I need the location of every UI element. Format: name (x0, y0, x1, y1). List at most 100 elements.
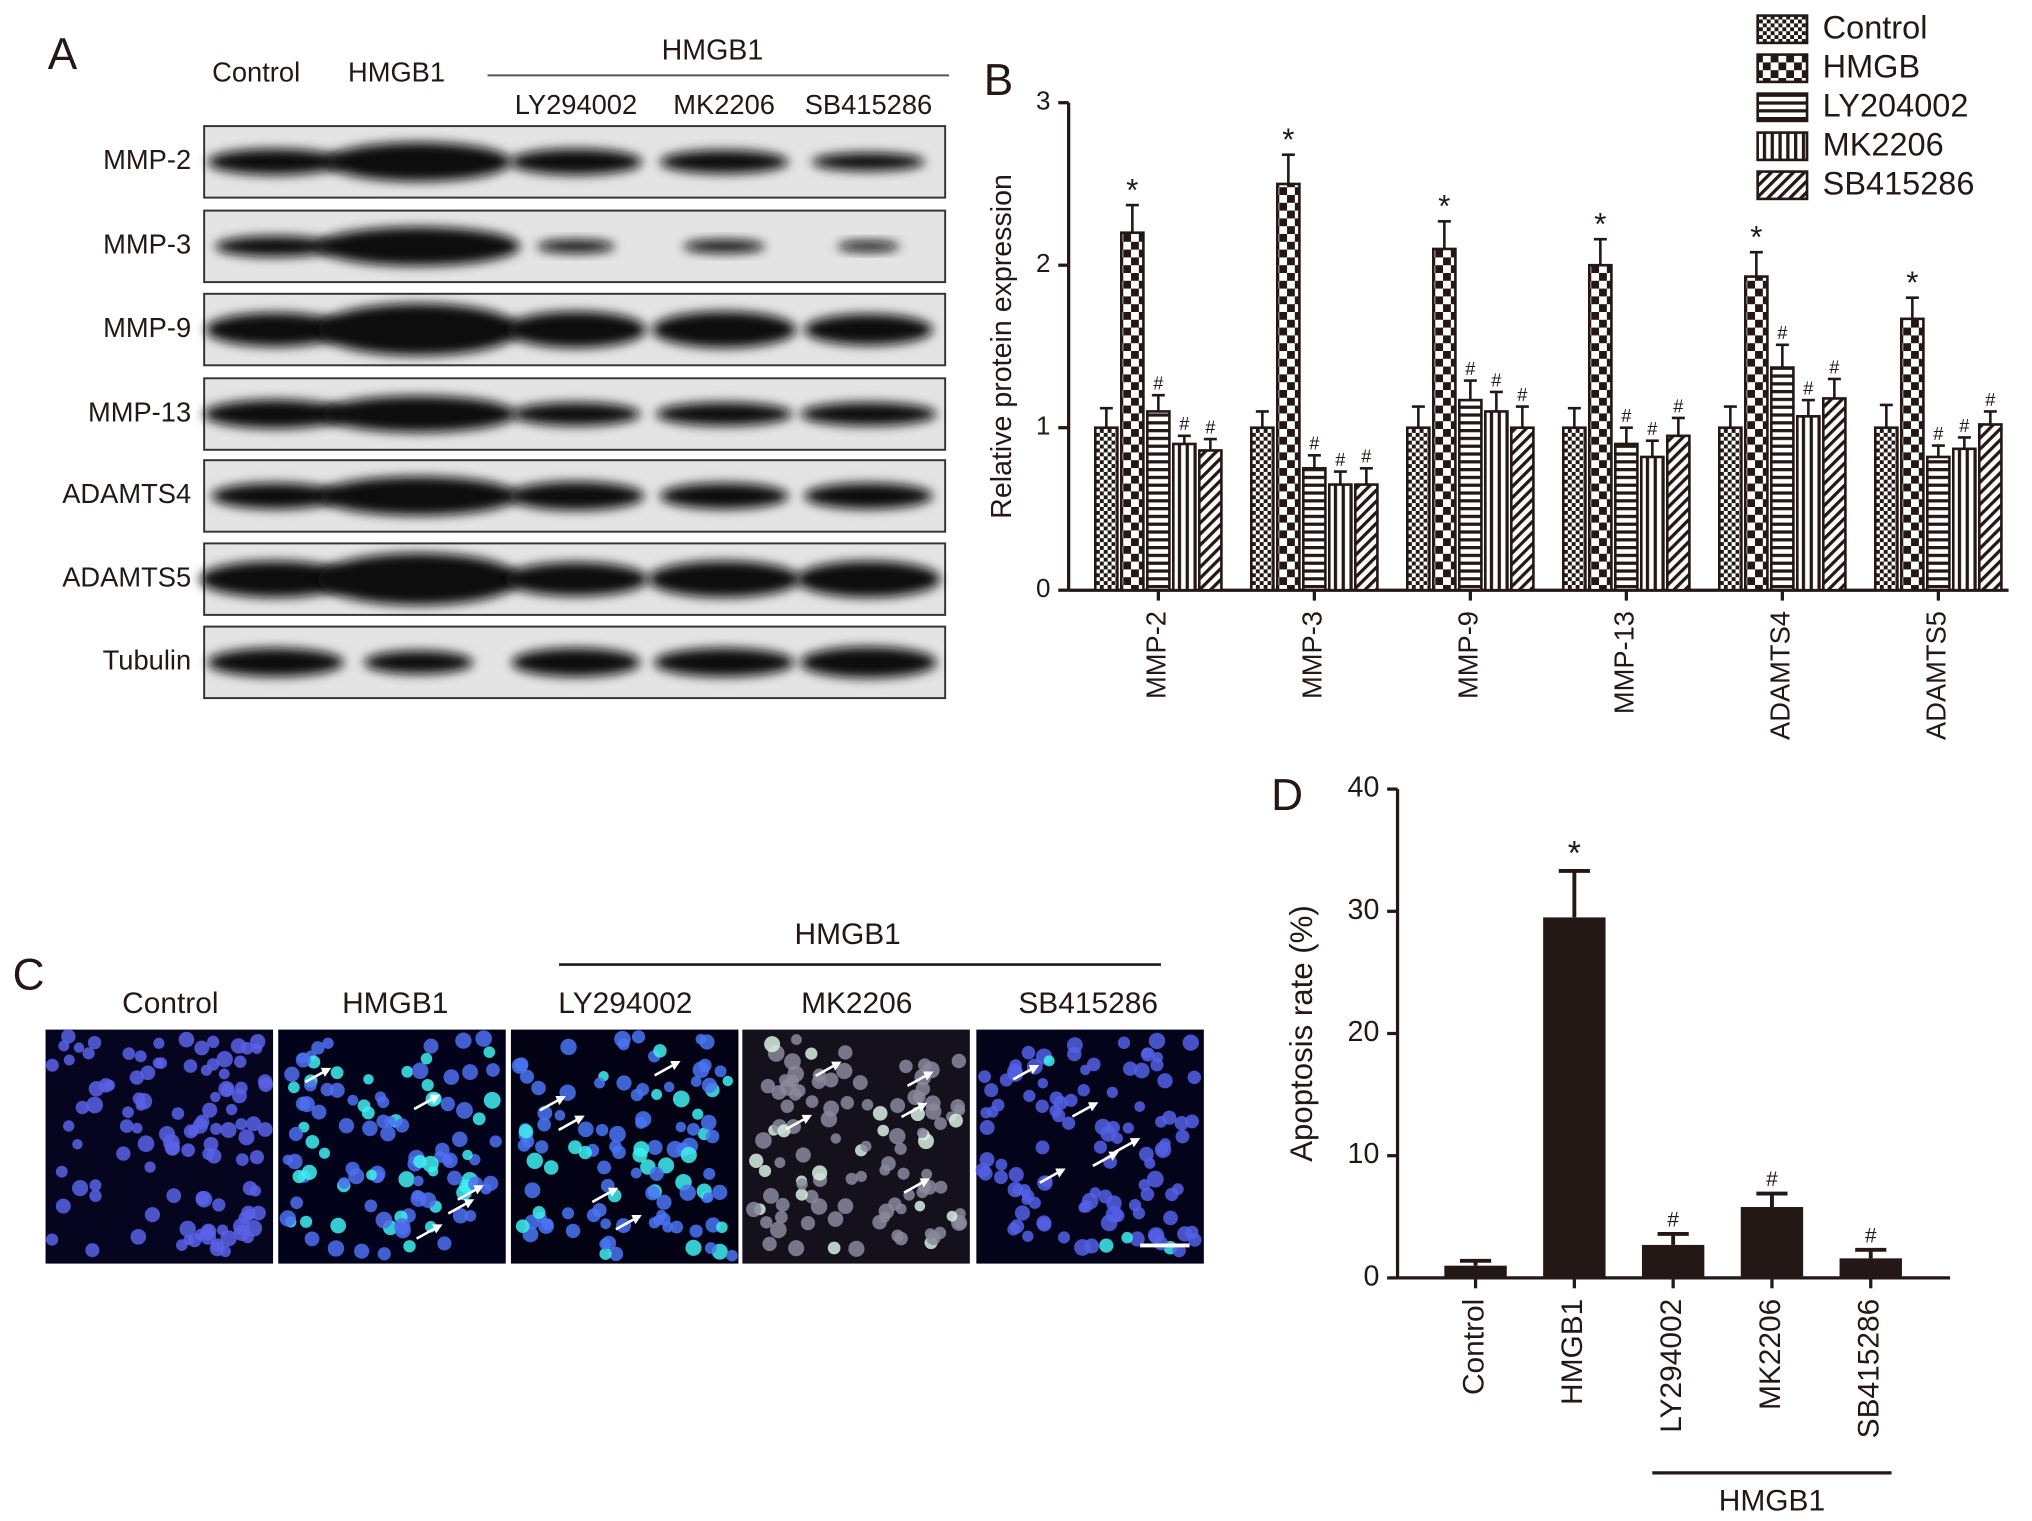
nucleus (515, 1219, 530, 1234)
nucleus (827, 1241, 841, 1255)
significance-label: # (1621, 406, 1632, 426)
nucleus (45, 1233, 59, 1246)
significance-label: # (1647, 419, 1658, 439)
blot-band (804, 313, 933, 346)
arrow-head (801, 1114, 813, 1125)
nucleus (560, 1038, 577, 1056)
nucleus (422, 1155, 439, 1173)
nucleus (218, 1068, 230, 1080)
nucleus (195, 1114, 210, 1130)
arrow-head (917, 1102, 928, 1112)
nucleus (763, 1188, 779, 1204)
nucleus (1175, 1129, 1190, 1144)
nucleus (1021, 1189, 1035, 1202)
nucleus (746, 1201, 762, 1218)
lane-label: SB415286 (805, 89, 933, 120)
y-tick-label: 10 (1348, 1138, 1380, 1170)
y-tick-label: 0 (1363, 1260, 1379, 1292)
nucleus (705, 1129, 720, 1144)
nucleus (1106, 1086, 1118, 1099)
nucleus (442, 1152, 458, 1169)
bar (1198, 449, 1223, 592)
nucleus (456, 1184, 472, 1201)
nucleus (475, 1030, 492, 1047)
row-label: MMP-2 (103, 144, 191, 175)
nucleus (526, 1152, 543, 1169)
nucleus (517, 1138, 531, 1152)
nucleus (377, 1247, 391, 1261)
blot-band (648, 560, 801, 598)
nucleus (543, 1160, 559, 1175)
nucleus (251, 1205, 266, 1221)
row-label: Tubulin (103, 645, 192, 676)
nucleus (837, 1198, 854, 1215)
nucleus (1121, 1231, 1133, 1244)
nucleus (249, 1184, 262, 1197)
image-label: LY294002 (558, 987, 692, 1020)
arrow-head (1055, 1168, 1066, 1178)
significance-label: * (1282, 122, 1294, 157)
nucleus (915, 1081, 931, 1097)
blot-band (511, 402, 641, 426)
nucleus (946, 1210, 958, 1222)
nucleus (703, 1192, 714, 1203)
significance-label: # (1517, 385, 1528, 405)
nucleus (795, 1147, 811, 1163)
nucleus (489, 1135, 502, 1148)
bar (1770, 366, 1795, 592)
nucleus (203, 1136, 219, 1152)
nucleus (823, 1072, 839, 1088)
nucleus (1140, 1187, 1155, 1202)
nucleus (338, 1177, 350, 1189)
row-label: MMP-9 (103, 312, 191, 343)
nucleus (421, 1078, 434, 1092)
bar (1978, 423, 2003, 592)
y-tick-label: 0 (1036, 573, 1050, 603)
arrow-head (574, 1115, 585, 1125)
nucleus (1185, 1114, 1200, 1129)
blot-band (203, 399, 348, 429)
nucleus (327, 1240, 345, 1257)
nucleus (135, 1100, 146, 1111)
nucleus (131, 1122, 143, 1134)
nucleus (1122, 1061, 1138, 1076)
blot-band (683, 239, 766, 253)
y-tick-label: 30 (1348, 894, 1380, 926)
nucleus (758, 1164, 772, 1178)
nucleus (704, 1242, 717, 1254)
nucleus (788, 1240, 805, 1257)
arrow-head (1129, 1138, 1141, 1148)
nucleus (216, 1051, 233, 1068)
nucleus (183, 1124, 198, 1139)
blot-band (509, 148, 643, 175)
nucleus (689, 1224, 703, 1238)
nucleus (511, 1057, 528, 1074)
nucleus (948, 1113, 963, 1128)
nucleus (82, 1047, 95, 1060)
nucleus (375, 1211, 393, 1229)
nucleus (914, 1200, 926, 1212)
nucleus (464, 1209, 477, 1222)
bar (1094, 426, 1119, 592)
row-label: ADAMTS5 (62, 561, 191, 592)
legend-label: HMGB (1823, 48, 1921, 84)
nucleus (89, 1189, 102, 1203)
nucleus (45, 1058, 59, 1072)
significance-label: # (1803, 378, 1814, 398)
nucleus (774, 1157, 786, 1169)
bar (1146, 410, 1171, 592)
bar (1666, 434, 1691, 592)
nucleus (122, 1047, 136, 1060)
nucleus (888, 1197, 902, 1211)
significance-label: # (1491, 370, 1502, 390)
nucleus (978, 1166, 993, 1181)
nucleus (1008, 1167, 1024, 1183)
significance-label: # (1985, 390, 1996, 410)
nucleus (330, 1066, 344, 1080)
blot-band (503, 562, 649, 597)
nucleus (899, 1059, 913, 1074)
nucleus (537, 1117, 551, 1132)
y-axis-label: Apoptosis rate (%) (1284, 905, 1319, 1162)
arrow-head (670, 1061, 681, 1071)
nucleus (830, 1133, 842, 1144)
